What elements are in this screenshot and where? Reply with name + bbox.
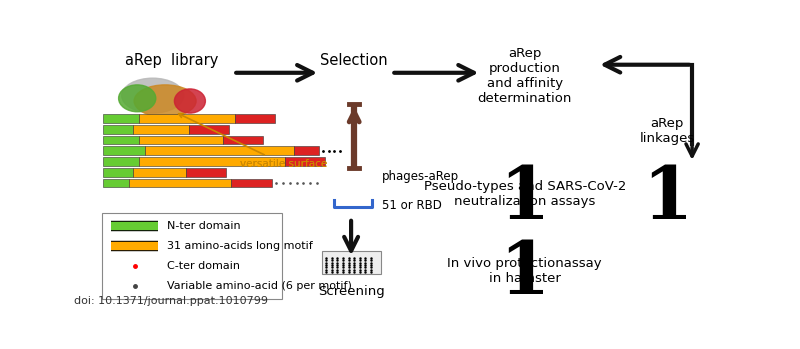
Text: Screening: Screening xyxy=(318,285,385,298)
Bar xyxy=(322,252,381,274)
Text: doi: 10.1371/journal.ppat.1010799: doi: 10.1371/journal.ppat.1010799 xyxy=(74,296,268,306)
Text: N-ter domain: N-ter domain xyxy=(167,221,241,231)
Text: aRep
production
and affinity
determination: aRep production and affinity determinati… xyxy=(478,47,572,105)
Text: 1: 1 xyxy=(642,163,693,234)
Text: 1: 1 xyxy=(499,163,550,234)
Bar xyxy=(139,136,222,144)
Text: Variable amino-acid (6 per motif): Variable amino-acid (6 per motif) xyxy=(167,281,352,291)
Bar xyxy=(186,168,226,177)
Bar xyxy=(235,114,275,123)
Bar xyxy=(189,125,229,134)
Text: versatile surface: versatile surface xyxy=(239,159,326,169)
Text: versatile surface: versatile surface xyxy=(178,114,326,169)
Bar xyxy=(103,168,133,177)
Bar xyxy=(103,157,139,166)
Text: phages-aRep: phages-aRep xyxy=(382,170,459,183)
Ellipse shape xyxy=(118,85,156,112)
Text: 31 amino-acids long motif: 31 amino-acids long motif xyxy=(167,241,313,251)
Text: C-ter domain: C-ter domain xyxy=(167,261,240,271)
Text: aRep  library: aRep library xyxy=(125,53,218,68)
Bar xyxy=(103,125,133,134)
Ellipse shape xyxy=(134,85,196,117)
Bar xyxy=(139,157,285,166)
Bar xyxy=(133,168,186,177)
Text: Pseudo-types and SARS-CoV-2
neutralization assays: Pseudo-types and SARS-CoV-2 neutralizati… xyxy=(423,180,626,208)
Text: Selection: Selection xyxy=(320,53,388,68)
Ellipse shape xyxy=(174,89,206,113)
Bar xyxy=(139,114,235,123)
Text: 1: 1 xyxy=(499,238,550,309)
Bar xyxy=(103,136,139,144)
Bar xyxy=(129,179,231,187)
Text: In vivo protectionassay
in hamster: In vivo protectionassay in hamster xyxy=(447,257,602,285)
Bar xyxy=(102,213,282,298)
Bar xyxy=(231,179,272,187)
Ellipse shape xyxy=(122,78,184,113)
Bar xyxy=(103,147,146,155)
Bar xyxy=(294,147,319,155)
Bar xyxy=(103,179,129,187)
Text: 51 or RBD: 51 or RBD xyxy=(382,199,442,212)
Text: aRep
linkages: aRep linkages xyxy=(640,117,695,145)
Bar xyxy=(133,125,189,134)
Bar xyxy=(146,147,294,155)
Bar xyxy=(222,136,263,144)
Bar xyxy=(285,157,325,166)
Bar xyxy=(103,114,139,123)
